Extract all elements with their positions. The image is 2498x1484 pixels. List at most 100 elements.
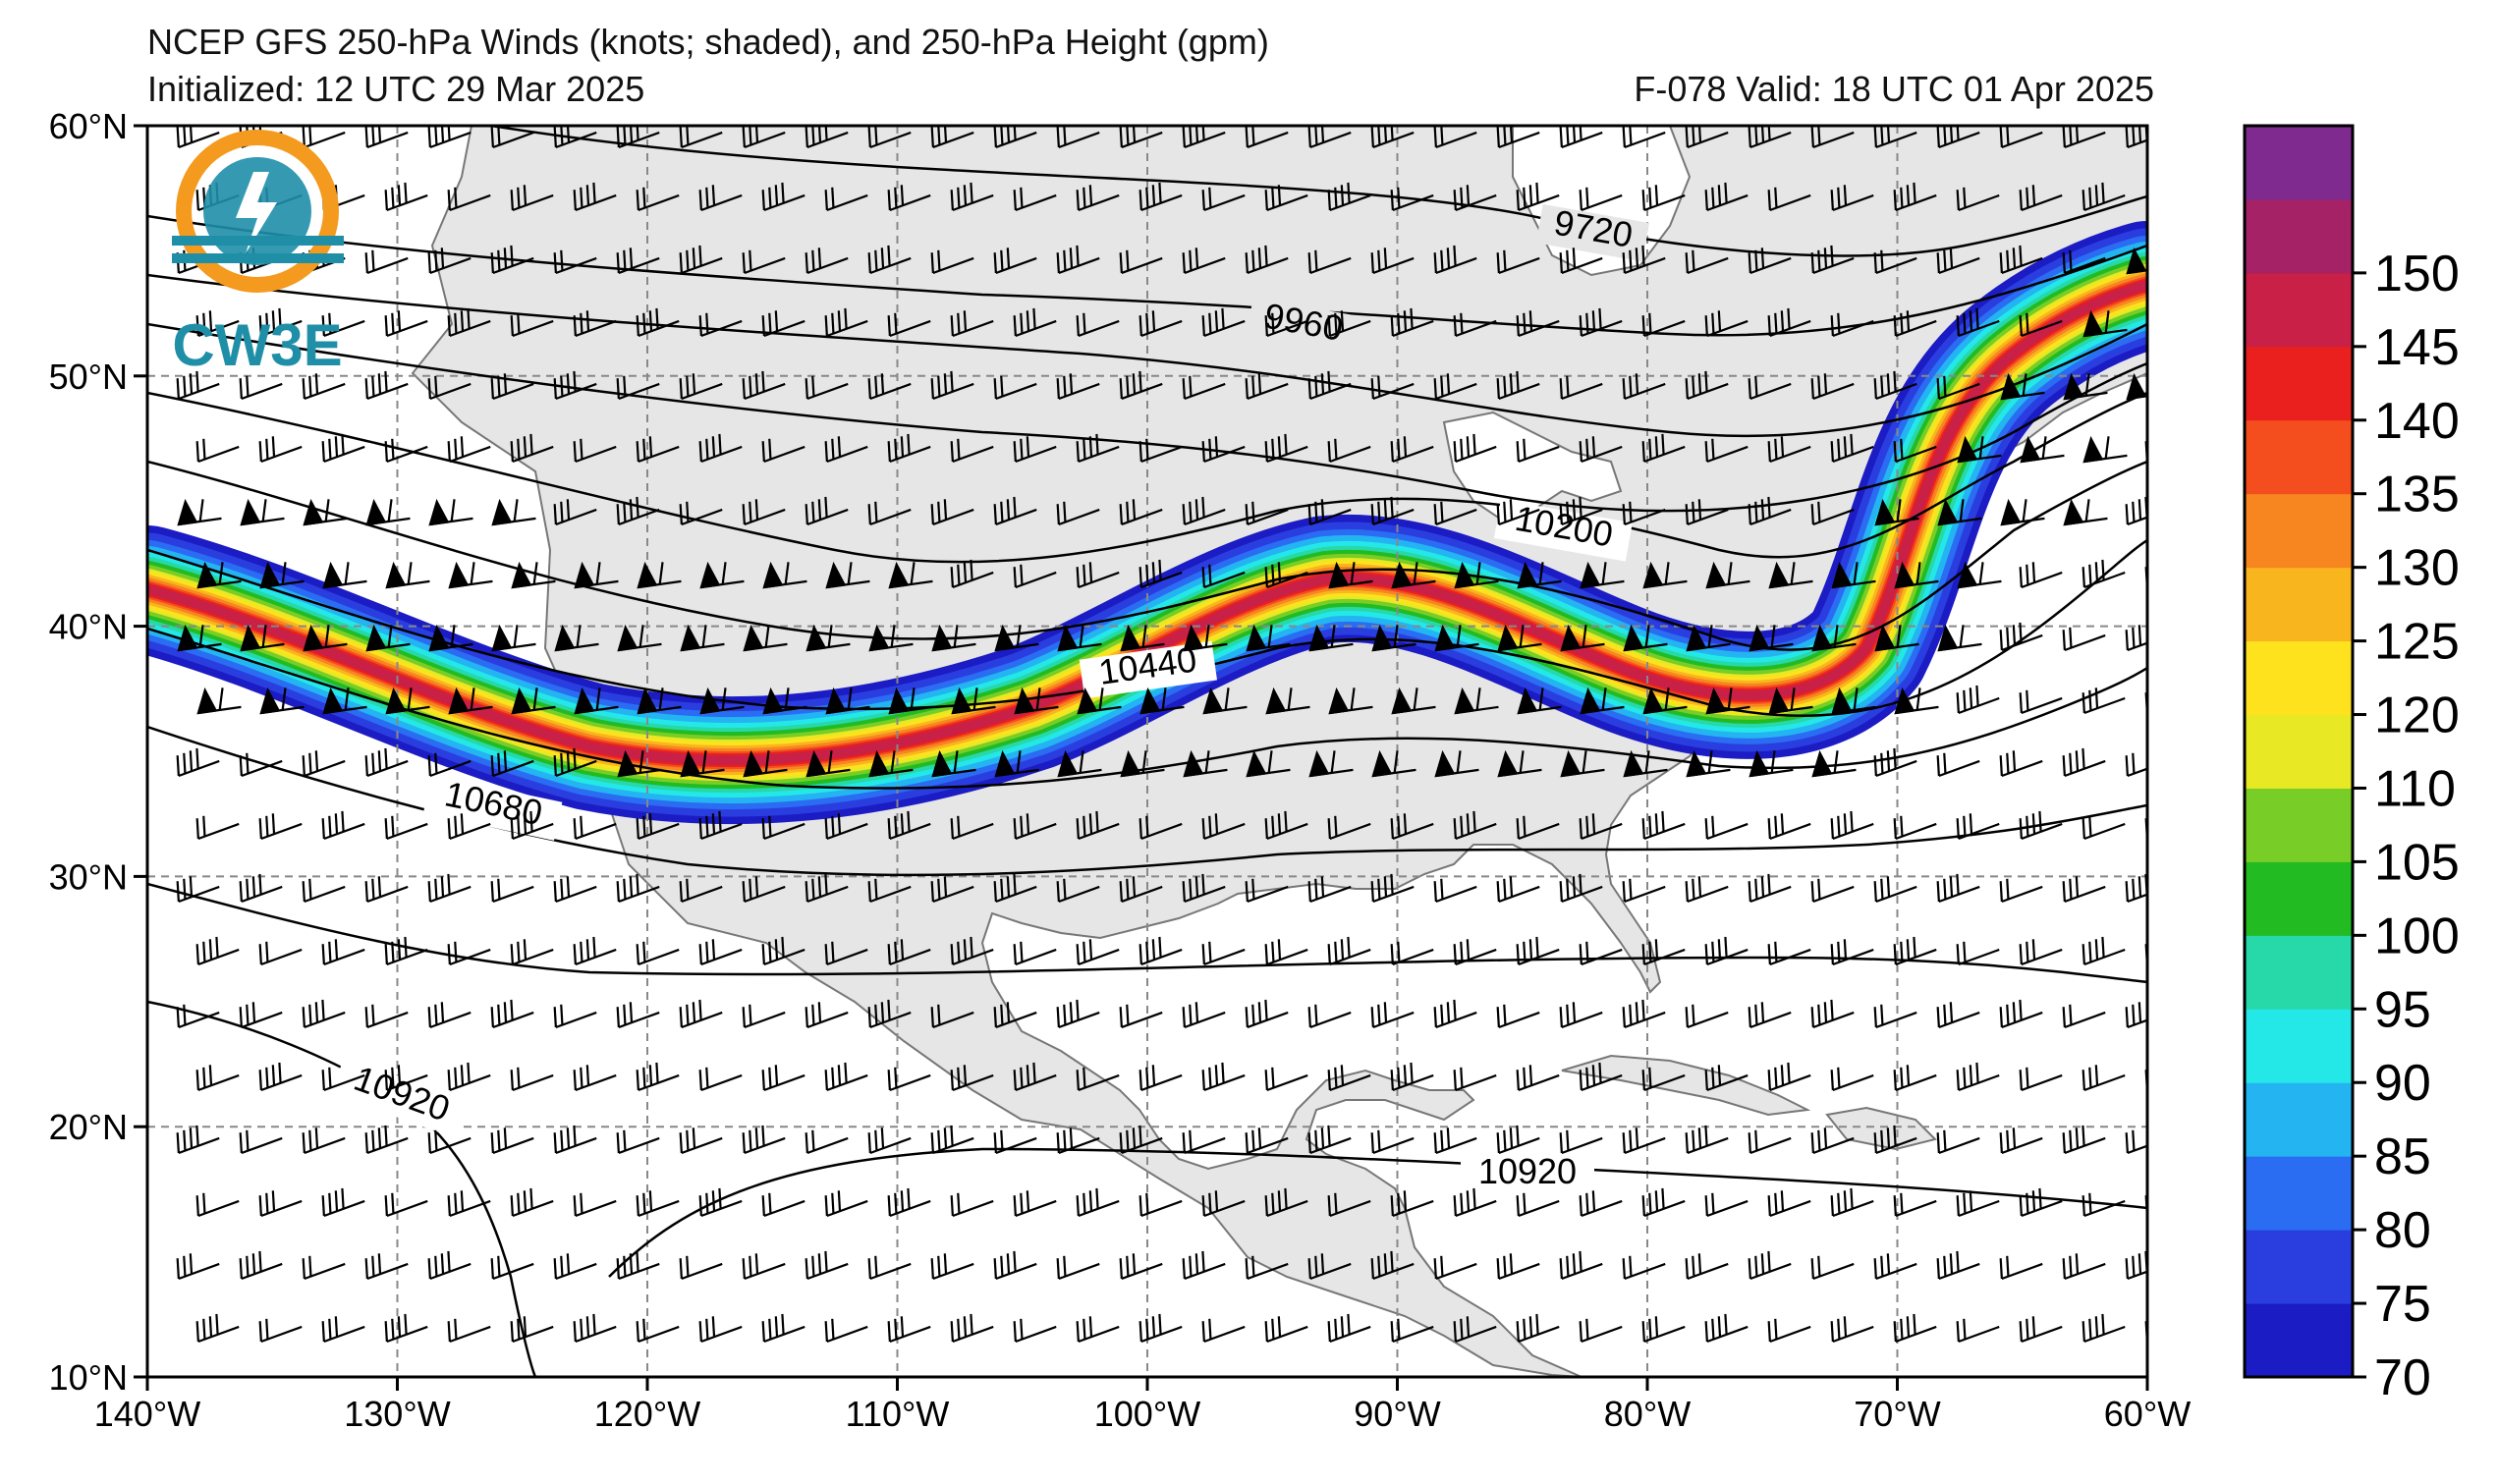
colorbar-tick-label: 120 bbox=[2374, 687, 2460, 744]
barb-feather bbox=[711, 813, 716, 835]
wind-barb bbox=[447, 307, 491, 338]
lon-label: 140°W bbox=[94, 1394, 200, 1434]
wind-barb bbox=[1138, 559, 1183, 589]
barb-feather bbox=[1661, 433, 1665, 455]
wind-barb bbox=[1622, 1255, 1666, 1281]
barb-pennant bbox=[1120, 624, 1141, 652]
barb-feather bbox=[1390, 873, 1394, 895]
wind-barb bbox=[1957, 561, 2002, 589]
barb-feather bbox=[397, 1065, 402, 1086]
barb-feather bbox=[2031, 1316, 2036, 1338]
wind-barb bbox=[1056, 126, 1100, 149]
barb-feather bbox=[2069, 249, 2073, 271]
wind-barb bbox=[195, 815, 240, 841]
wind-barb bbox=[1308, 749, 1354, 778]
barb-pennant bbox=[1183, 624, 1204, 652]
barb-feather bbox=[573, 315, 577, 337]
barb-feather bbox=[1692, 1129, 1695, 1151]
barb-feather bbox=[1496, 378, 1500, 400]
wind-barb bbox=[887, 312, 931, 338]
wind-barb bbox=[1622, 373, 1666, 401]
barb-feather bbox=[1460, 312, 1464, 334]
wind-barb bbox=[2019, 689, 2063, 715]
barb-feather bbox=[1145, 1318, 1149, 1340]
wind-barb bbox=[1496, 1253, 1540, 1281]
barb-feather bbox=[585, 1316, 590, 1338]
wind-barb bbox=[553, 1004, 597, 1029]
barb-feather bbox=[1503, 126, 1507, 145]
barb-feather bbox=[1949, 126, 1954, 143]
wind-barb bbox=[993, 1002, 1037, 1029]
wind-barb bbox=[1999, 878, 2043, 904]
barb-feather bbox=[616, 378, 620, 400]
barb-feather bbox=[1774, 187, 1778, 208]
barb-feather bbox=[1440, 249, 1444, 271]
barb-feather bbox=[1334, 312, 1338, 334]
barb-feather bbox=[391, 941, 395, 962]
barb-feather bbox=[183, 375, 187, 397]
barb-feather bbox=[1566, 1129, 1570, 1151]
wind-barb bbox=[1767, 307, 1811, 338]
wind-barb bbox=[1623, 749, 1668, 778]
wind-barb bbox=[1579, 307, 1623, 338]
barb-feather bbox=[1189, 126, 1193, 145]
barb-feather bbox=[1307, 881, 1311, 903]
barb-feather bbox=[890, 625, 896, 648]
barb-feather bbox=[679, 881, 683, 903]
barb-feather bbox=[258, 1195, 262, 1217]
wind-barb bbox=[868, 624, 914, 652]
wind-barb bbox=[1810, 373, 1855, 401]
barb-feather bbox=[1076, 999, 1080, 1020]
barb-feather bbox=[364, 252, 368, 274]
barb-feather bbox=[1006, 1253, 1011, 1275]
barb-feather bbox=[2082, 818, 2085, 840]
barb-feather bbox=[585, 1065, 590, 1086]
barb-feather bbox=[1880, 1129, 1884, 1151]
barb-feather bbox=[1566, 375, 1570, 397]
wind-barb bbox=[699, 687, 745, 715]
barb-feather bbox=[2026, 1318, 2029, 1340]
wind-barb bbox=[1307, 876, 1352, 904]
wind-barb bbox=[428, 624, 473, 652]
barb-feather bbox=[1264, 190, 1268, 211]
barb-feather bbox=[490, 1132, 494, 1154]
barb-feather bbox=[1138, 944, 1142, 965]
barb-feather bbox=[2137, 126, 2142, 143]
barb-feather bbox=[1969, 687, 1973, 709]
barb-feather bbox=[1013, 496, 1017, 518]
barb-feather bbox=[1641, 190, 1645, 211]
barb-feather bbox=[371, 375, 375, 397]
wind-barb bbox=[616, 126, 660, 149]
barb-feather bbox=[1141, 750, 1147, 774]
barb-feather bbox=[497, 1129, 501, 1151]
wind-barb bbox=[1956, 941, 2000, 966]
barb-feather bbox=[880, 373, 885, 395]
wind-barb bbox=[1433, 126, 1477, 149]
wind-barb bbox=[321, 1067, 365, 1092]
wind-barb bbox=[1936, 1129, 1980, 1155]
barb-feather bbox=[1692, 375, 1695, 397]
barb-feather bbox=[364, 1132, 368, 1154]
wind-barb bbox=[1056, 245, 1100, 275]
wind-barb bbox=[1830, 433, 1874, 464]
barb-feather bbox=[957, 438, 961, 460]
wind-barb bbox=[321, 312, 365, 338]
wind-barb bbox=[1704, 310, 1749, 338]
barb-feather bbox=[517, 1318, 521, 1340]
barb-feather bbox=[937, 1004, 941, 1025]
barb-staff bbox=[2146, 696, 2147, 715]
barb-feather bbox=[1886, 876, 1891, 898]
barb-feather bbox=[1098, 687, 1104, 711]
barb-feather bbox=[1403, 1065, 1408, 1086]
barb-feather bbox=[2026, 815, 2029, 837]
barb-feather bbox=[642, 187, 646, 208]
barb-feather bbox=[1830, 441, 1834, 463]
wind-barb bbox=[805, 624, 851, 652]
barb-feather bbox=[1770, 625, 1776, 648]
wind-barb bbox=[993, 1250, 1037, 1281]
barb-feather bbox=[701, 750, 707, 774]
barb-feather bbox=[450, 499, 456, 522]
barb-feather bbox=[215, 936, 219, 958]
barb-feather bbox=[1566, 249, 1570, 271]
barb-feather bbox=[573, 1070, 577, 1091]
